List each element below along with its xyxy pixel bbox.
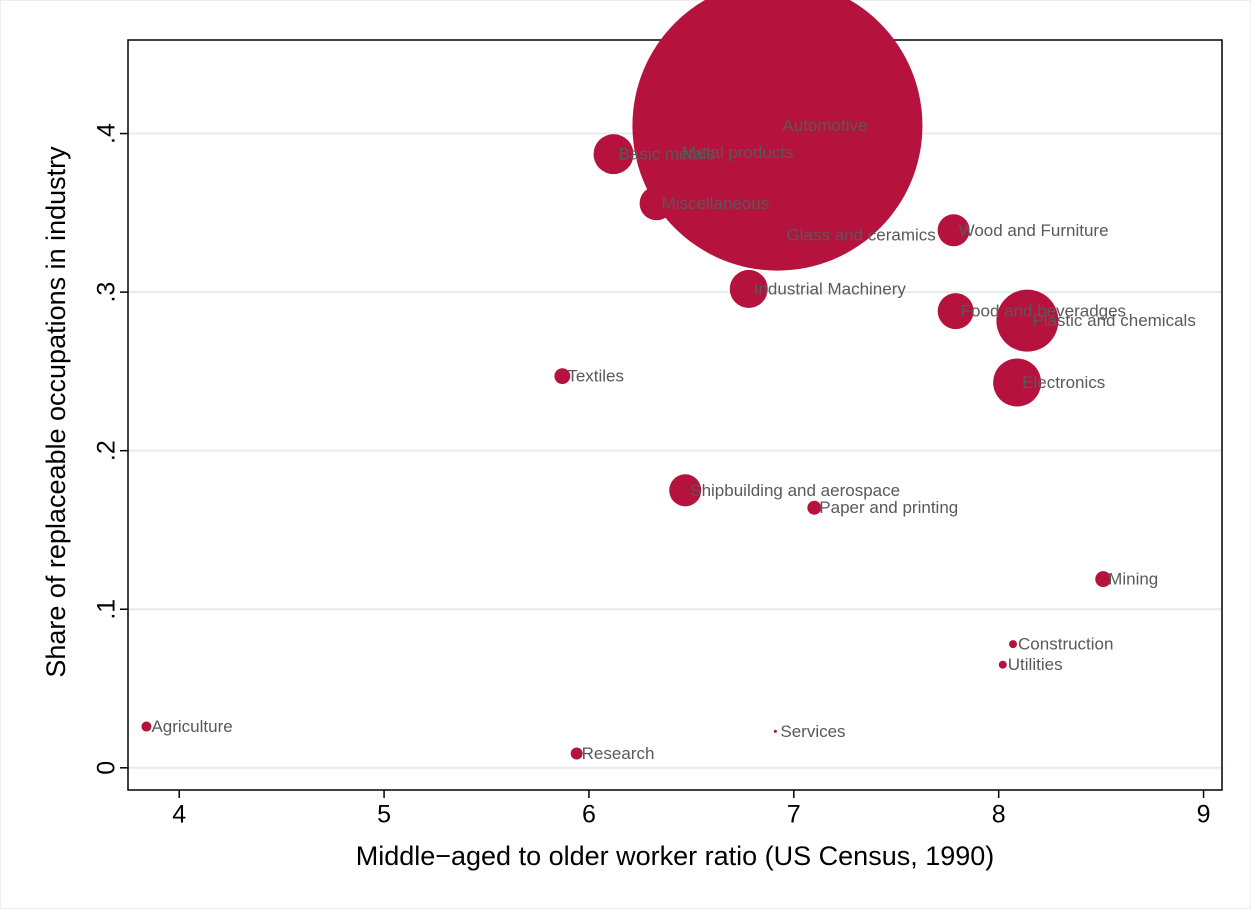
bubble (141, 721, 152, 732)
bubble (669, 474, 702, 507)
bubble (773, 729, 777, 733)
bubble (996, 289, 1059, 352)
bubble (729, 269, 768, 308)
x-tick-label: 6 (582, 801, 596, 829)
y-tick-label: .3 (93, 282, 121, 303)
point-label: Construction (1018, 635, 1113, 654)
point-label: Research (582, 744, 655, 763)
y-tick-label: .4 (93, 123, 121, 144)
x-tick-label: 9 (1197, 801, 1211, 829)
bubble (1009, 640, 1018, 649)
point-label: Food and beveradges (961, 302, 1126, 321)
x-tick-label: 7 (787, 801, 801, 829)
y-tick-label: .2 (93, 440, 121, 461)
bubble (937, 293, 974, 330)
bubble (593, 134, 634, 175)
point-label: Glass and ceramics (787, 226, 936, 245)
y-tick-label: 0 (93, 761, 121, 775)
point-label: Electronics (1022, 373, 1105, 392)
point-label: Miscellaneous (662, 194, 770, 213)
point-label: Mining (1108, 570, 1158, 589)
bubble (807, 500, 822, 515)
point-label: Plastic and chemicals (1032, 311, 1195, 330)
point-label: Metal products (682, 143, 794, 162)
bubble (647, 122, 708, 183)
point-label: Automotive (782, 116, 867, 135)
bubble (632, 0, 923, 271)
y-tick-label: .1 (93, 599, 121, 620)
point-label: Shipbuilding and aerospace (690, 481, 900, 500)
bubble (570, 747, 583, 760)
bubble (998, 660, 1007, 669)
x-tick-label: 5 (377, 801, 391, 829)
y-axis-title: Share of replaceable occupations in indu… (41, 146, 71, 678)
bubble (1095, 571, 1112, 588)
point-label: Services (780, 722, 845, 741)
point-label: Textiles (567, 367, 624, 386)
x-tick-label: 4 (172, 801, 186, 829)
point-label: Utilities (1008, 655, 1063, 674)
bubble (554, 368, 571, 385)
bubble (639, 186, 674, 221)
point-label: Paper and printing (819, 498, 958, 517)
bubble (937, 214, 970, 247)
x-axis-title: Middle−aged to older worker ratio (US Ce… (356, 841, 995, 871)
point-label: Basic metals (619, 145, 715, 164)
point-label: Agriculture (151, 717, 232, 736)
point-label: Wood and Furniture (959, 221, 1109, 240)
point-label: Industrial Machinery (754, 279, 907, 298)
x-tick-label: 8 (992, 801, 1006, 829)
bubble (993, 358, 1042, 407)
bubble (767, 221, 796, 250)
